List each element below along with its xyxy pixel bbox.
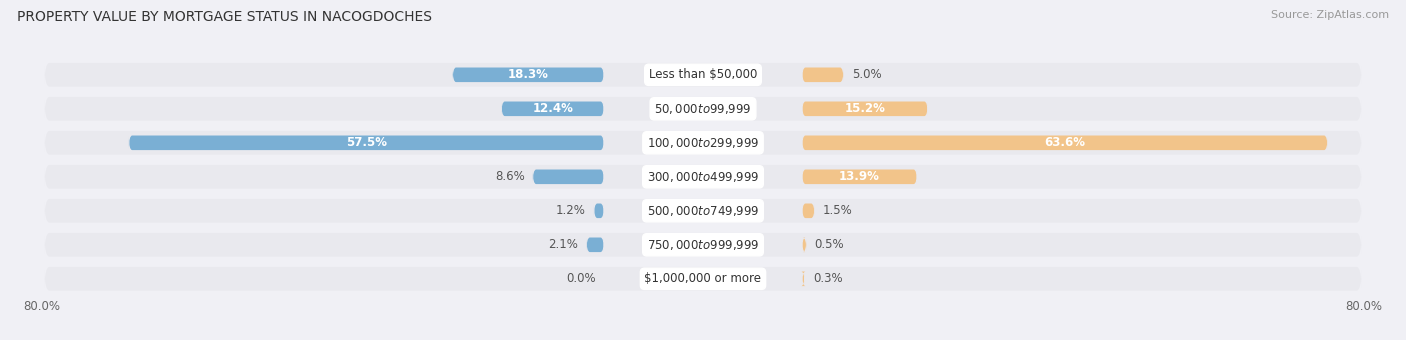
Text: 0.0%: 0.0% — [567, 272, 596, 285]
Text: 1.2%: 1.2% — [555, 204, 586, 217]
Text: 0.3%: 0.3% — [813, 272, 842, 285]
Text: 2.1%: 2.1% — [548, 238, 578, 251]
Text: Source: ZipAtlas.com: Source: ZipAtlas.com — [1271, 10, 1389, 20]
FancyBboxPatch shape — [45, 199, 1361, 223]
FancyBboxPatch shape — [129, 136, 605, 150]
FancyBboxPatch shape — [801, 204, 814, 218]
FancyBboxPatch shape — [45, 131, 1361, 155]
FancyBboxPatch shape — [593, 204, 605, 218]
FancyBboxPatch shape — [801, 68, 844, 82]
Text: $1,000,000 or more: $1,000,000 or more — [644, 272, 762, 285]
FancyBboxPatch shape — [45, 63, 1361, 87]
Text: 8.6%: 8.6% — [495, 170, 524, 183]
Text: 12.4%: 12.4% — [533, 102, 574, 115]
FancyBboxPatch shape — [453, 68, 605, 82]
Text: 57.5%: 57.5% — [346, 136, 387, 149]
Text: $500,000 to $749,999: $500,000 to $749,999 — [647, 204, 759, 218]
FancyBboxPatch shape — [533, 170, 603, 184]
Text: $750,000 to $999,999: $750,000 to $999,999 — [647, 238, 759, 252]
Text: 0.5%: 0.5% — [814, 238, 844, 251]
Text: $100,000 to $299,999: $100,000 to $299,999 — [647, 136, 759, 150]
FancyBboxPatch shape — [45, 165, 1361, 189]
FancyBboxPatch shape — [801, 272, 806, 286]
Text: 63.6%: 63.6% — [1045, 136, 1085, 149]
FancyBboxPatch shape — [586, 238, 605, 252]
Text: Less than $50,000: Less than $50,000 — [648, 68, 758, 81]
FancyBboxPatch shape — [801, 170, 917, 184]
FancyBboxPatch shape — [801, 102, 928, 116]
FancyBboxPatch shape — [45, 233, 1361, 257]
FancyBboxPatch shape — [801, 136, 1327, 150]
Text: $50,000 to $99,999: $50,000 to $99,999 — [654, 102, 752, 116]
Text: $300,000 to $499,999: $300,000 to $499,999 — [647, 170, 759, 184]
FancyBboxPatch shape — [45, 267, 1361, 291]
FancyBboxPatch shape — [502, 102, 605, 116]
Text: 5.0%: 5.0% — [852, 68, 882, 81]
FancyBboxPatch shape — [45, 97, 1361, 121]
Text: 1.5%: 1.5% — [823, 204, 852, 217]
Text: 15.2%: 15.2% — [845, 102, 886, 115]
FancyBboxPatch shape — [801, 238, 806, 252]
Text: 18.3%: 18.3% — [508, 68, 548, 81]
Text: 13.9%: 13.9% — [839, 170, 880, 183]
Text: PROPERTY VALUE BY MORTGAGE STATUS IN NACOGDOCHES: PROPERTY VALUE BY MORTGAGE STATUS IN NAC… — [17, 10, 432, 24]
